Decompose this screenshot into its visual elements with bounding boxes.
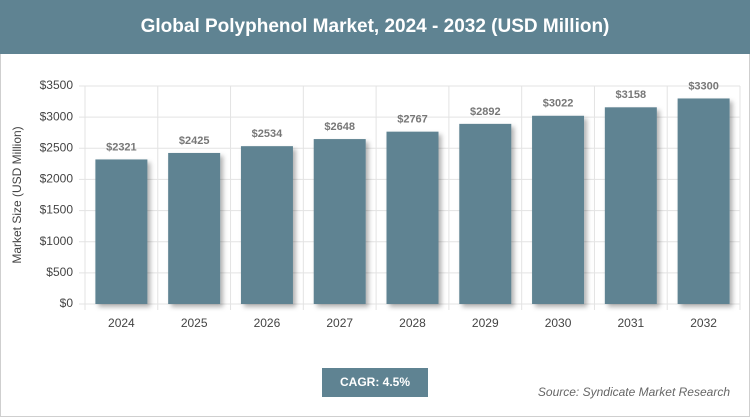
x-tick-label: 2032 [690,316,717,330]
title-banner [0,0,750,54]
value-label: $2892 [470,106,501,118]
y-tick-label: $1000 [40,234,74,248]
y-tick-label: $3000 [40,109,74,123]
bar [386,131,439,304]
bar [532,115,585,304]
chart-title: Global Polyphenol Market, 2024 - 2032 (U… [141,16,610,37]
value-label: $2321 [106,141,137,153]
value-label: $2648 [324,121,355,133]
bar [240,146,293,304]
value-label: $3022 [543,98,574,110]
value-label: $3300 [688,80,719,92]
y-axis-label: Market Size (USD Million) [10,126,24,263]
x-tick-label: 2030 [545,316,572,330]
cagr-box [322,368,428,397]
x-tick-label: 2029 [472,316,499,330]
y-tick-label: $0 [60,296,74,310]
value-label: $3158 [616,89,647,101]
y-tick-label: $2500 [40,140,74,154]
x-tick-label: 2026 [254,316,281,330]
value-label: $2534 [252,128,283,140]
source: Source: Syndicate Market Research [538,385,730,399]
bar [677,98,730,304]
bar [95,159,148,304]
cagr-label: CAGR: 4.5% [340,375,410,389]
x-tick-label: 2025 [181,316,208,330]
y-tick-label: $2000 [40,172,74,186]
bar [168,152,221,304]
value-label: $2425 [179,135,210,147]
y-tick-label: $500 [46,265,73,279]
y-tick-label: $1500 [40,203,74,217]
bar [313,139,366,304]
bar [459,123,512,304]
x-tick-label: 2027 [326,316,353,330]
x-tick-label: 2024 [108,316,135,330]
y-tick-label: $3500 [40,78,74,92]
bar [604,107,657,304]
value-label: $2767 [397,114,428,126]
x-tick-label: 2031 [617,316,644,330]
x-tick-label: 2028 [399,316,426,330]
